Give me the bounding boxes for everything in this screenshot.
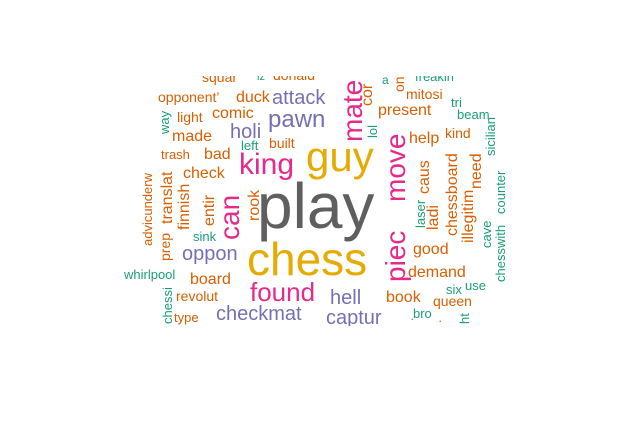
word-board: board [190,271,231,288]
word-bad: bad [204,146,231,163]
word-illegitim: illegitim [460,189,477,243]
word-queen: queen [433,293,472,309]
word-piec: piec [380,230,411,282]
word-can: can [214,194,245,240]
word-laser: laser [413,199,428,228]
word-dot-2: · [438,313,443,326]
word-king: king [239,148,295,181]
word-chess: chess [247,233,368,285]
word-kind: kind [445,125,471,141]
word-attack: attack [272,87,326,109]
word-bro: bro [413,306,432,321]
word-chesswith: chesswith [493,224,508,282]
word-cloud-area: play chess guy king can found piec move … [120,76,520,326]
word-present: present [378,102,432,119]
word-finnish: finnish [176,183,193,230]
word-check: check [183,165,225,182]
word-lz: lz [257,76,265,83]
word-a: a [382,76,389,87]
word-sink: sink [193,229,217,244]
word-way: way [157,110,172,134]
word-hell: hell [330,287,362,309]
word-checkmat: checkmat [216,303,302,325]
word-made: made [172,128,213,145]
word-left: left [241,138,259,153]
word-cave: cave [479,220,494,248]
word-book: book [386,289,421,306]
word-entir: entir [201,194,218,226]
word-revolut: revolut [176,288,219,304]
word-sicilian: sicilian [483,116,498,156]
word-ht: ht [457,313,472,324]
word-freakin: freakin [415,76,455,84]
word-guy: guy [306,133,374,180]
word-trash: trash [161,147,190,162]
word-six: six [446,282,462,297]
word-type: type [174,310,199,325]
word-rook: rook [246,189,263,221]
word-use: use [465,278,486,293]
word-captur: captur [326,307,382,326]
word-demand: demand [408,264,466,281]
word-holi: holi [230,121,262,143]
word-light: light [177,109,203,125]
word-caus: caus [416,160,433,194]
word-one: one [391,76,407,92]
word-chessboard: chessboard [444,153,461,236]
word-donald: donald [273,76,315,82]
word-comic: comic [212,105,254,122]
word-tri: tri [451,95,462,110]
word-built: built [269,135,295,151]
word-pawn: pawn [268,106,326,133]
word-move: move [380,133,411,202]
word-help: help [409,130,440,147]
word-ladi: ladi [425,205,442,230]
word-chessi: chessi [160,287,175,324]
word-whirlpool: whirlpool [124,267,176,282]
word-need: need [468,153,485,189]
word-good: good [413,241,449,258]
word-prep: prep [157,232,173,261]
word-beam: beam [457,107,490,122]
word-squar: squar [202,76,238,85]
word-cor: cor [359,83,376,106]
word-found: found [250,277,316,307]
word-duck: duck [236,89,270,106]
word-dot-1: · [410,311,415,326]
word-mitosi: mitosi [406,86,443,102]
word-opponent: opponent’ [158,89,220,105]
word-lol: lol [365,124,380,138]
word-play: play [257,170,375,242]
word-counter: counter [493,170,508,214]
word-advicunderw: advicunderw [140,173,155,246]
word-translat: translat [159,171,176,224]
word-oppon: oppon [182,243,238,265]
